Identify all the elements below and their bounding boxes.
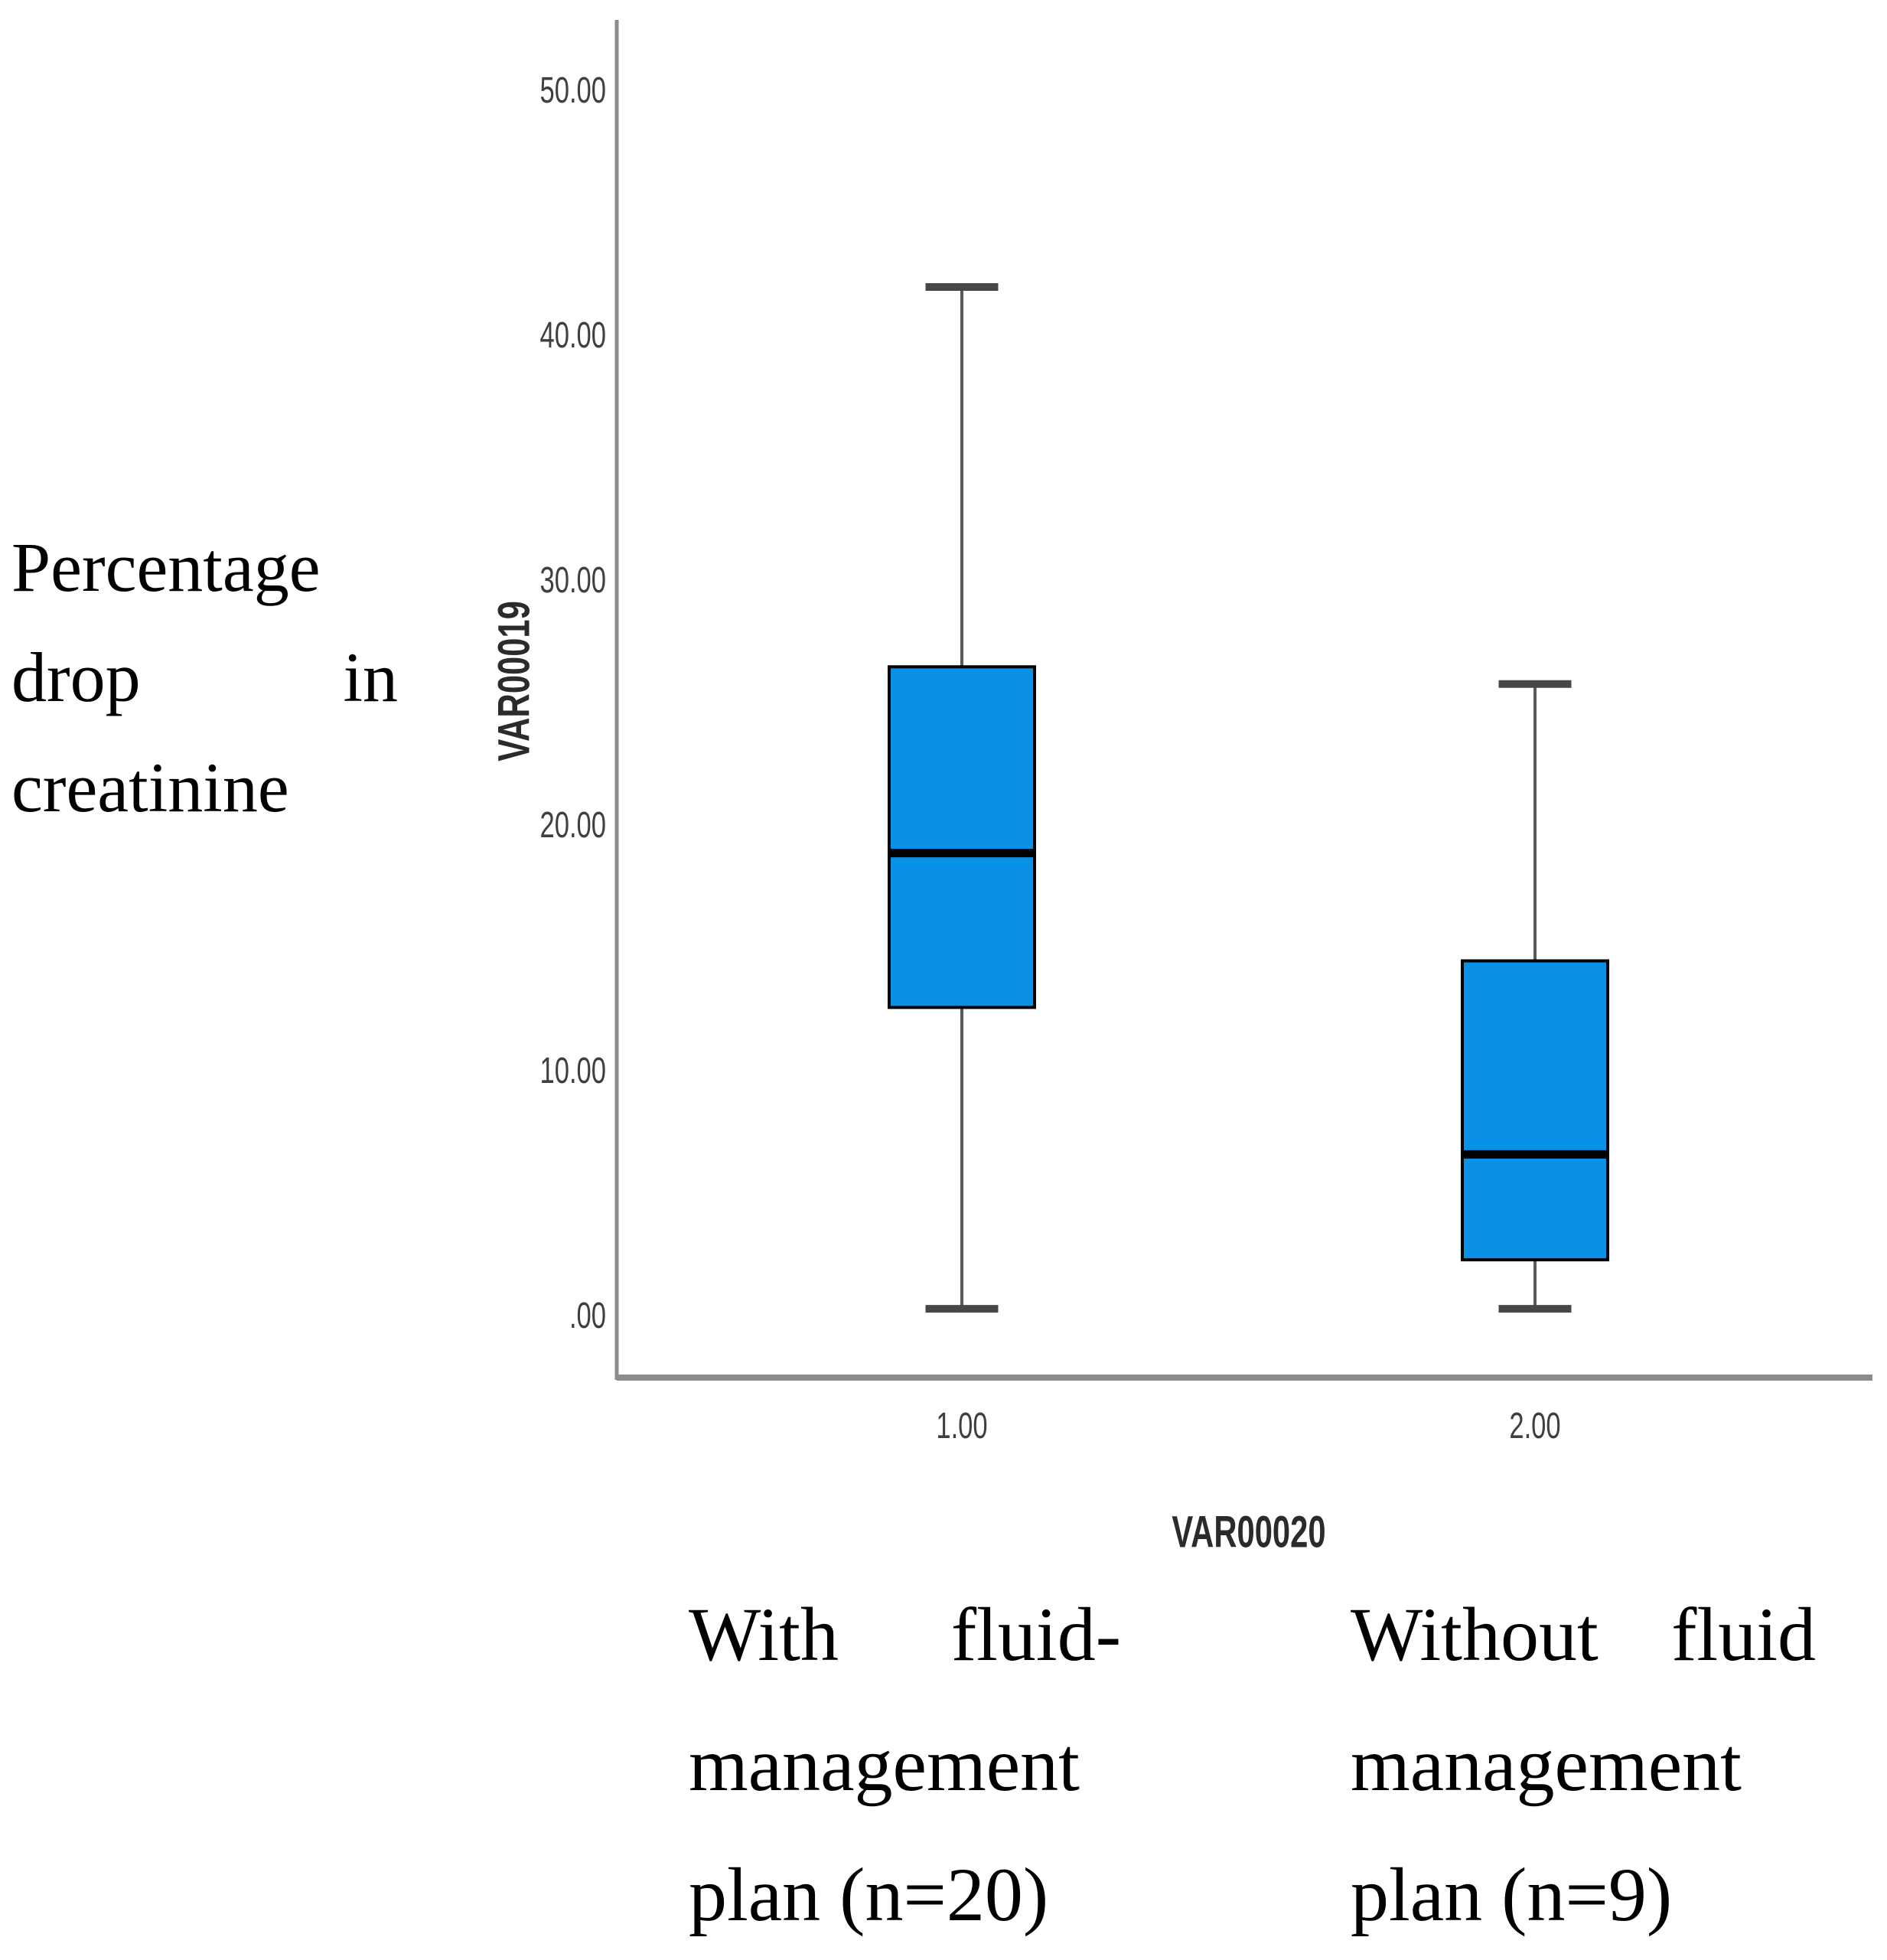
category-1-line-2: management <box>689 1722 1080 1807</box>
category-label-without-plan: Without fluid management plan (n=9) <box>1351 1570 1816 1960</box>
x-axis-title: VAR00020 <box>1172 1507 1326 1557</box>
figure-page: { "figure": { "background": "#ffffff", "… <box>11 20 1872 1937</box>
category-2-word-a: Without <box>1351 1592 1599 1677</box>
category-2-line-2: management <box>1351 1722 1742 1807</box>
y-axis-title: VAR00019 <box>489 601 539 761</box>
category-2-line-1: Without fluid <box>1351 1570 1816 1700</box>
category-label-with-plan: With fluid- management plan (n=20) <box>689 1570 1121 1960</box>
x-tick-label-2.00: 2.00 <box>1509 1406 1561 1446</box>
category-1-word-a: With <box>689 1592 839 1677</box>
y-tick-label-10.00: 10.00 <box>539 1050 606 1091</box>
category-2-line-3: plan (n=9) <box>1351 1852 1673 1937</box>
y-tick-label-.00: .00 <box>569 1295 606 1336</box>
category-1-line-3: plan (n=20) <box>689 1852 1049 1937</box>
x-tick-label-1.00: 1.00 <box>936 1406 988 1446</box>
caption-line-1: Percentage <box>11 528 321 606</box>
category-2-word-b: fluid <box>1671 1592 1816 1677</box>
y-tick-label-30.00: 30.00 <box>539 560 606 602</box>
caption-line-3: creatinine <box>11 748 289 827</box>
y-tick-label-40.00: 40.00 <box>539 315 606 357</box>
caption-word-in: in <box>343 638 398 716</box>
category-1-word-b: fluid- <box>950 1592 1121 1677</box>
caption-word-drop: drop <box>11 638 141 716</box>
iqr-box-2 <box>1461 959 1609 1262</box>
category-1-line-1: With fluid- <box>689 1570 1121 1700</box>
iqr-box-1 <box>888 665 1036 1009</box>
figure-left-caption: Percentage drop in creatinine <box>11 512 398 843</box>
y-tick-label-20.00: 20.00 <box>539 805 606 846</box>
boxplot-chart <box>614 20 1872 1381</box>
caption-line-2: drop in <box>11 622 398 732</box>
y-tick-label-50.00: 50.00 <box>539 70 606 111</box>
